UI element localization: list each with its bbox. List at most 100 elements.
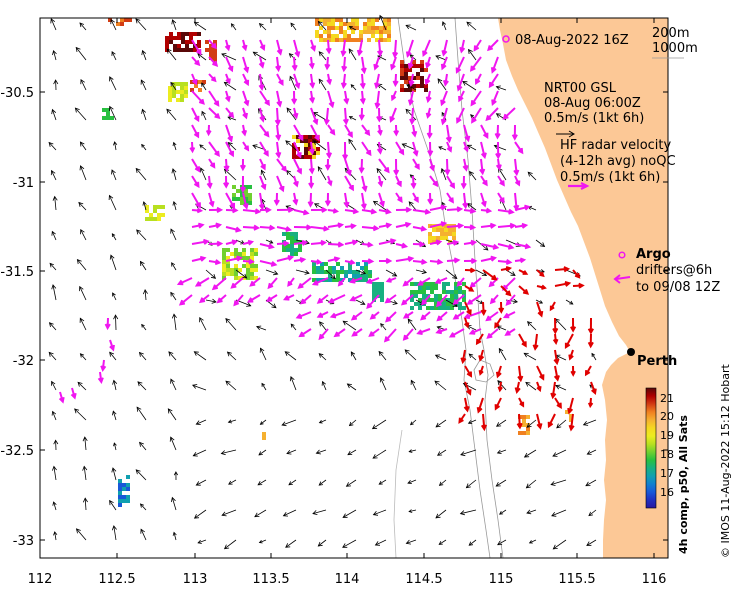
sst-pixel xyxy=(371,34,375,38)
sst-pixel xyxy=(205,48,209,52)
sst-pixel xyxy=(324,270,328,274)
current-arrow xyxy=(313,140,327,151)
current-arrow xyxy=(137,381,147,391)
sst-pixel xyxy=(300,139,304,143)
argo-track-arrow xyxy=(516,413,523,430)
sst-pixel xyxy=(339,38,343,42)
hf-arrow xyxy=(276,158,287,173)
sst-pixel xyxy=(462,298,466,302)
sst-pixel xyxy=(442,298,446,302)
current-arrow xyxy=(110,18,117,31)
current-arrow xyxy=(109,254,117,271)
hf-arrow xyxy=(208,141,220,157)
hf-arrow xyxy=(276,226,293,233)
sst-pixel xyxy=(304,151,308,155)
current-arrow xyxy=(52,195,58,211)
sst-pixel xyxy=(371,18,375,22)
sst-pixel xyxy=(236,189,240,193)
argo-track-arrow xyxy=(554,266,571,273)
sst-pixel xyxy=(328,270,332,274)
sst-pixel xyxy=(308,143,312,147)
current-arrow xyxy=(325,269,336,280)
sst-pixel xyxy=(347,38,351,42)
current-arrow xyxy=(348,48,357,61)
sst-pixel xyxy=(414,290,418,294)
current-arrow xyxy=(259,419,267,425)
sst-pixel xyxy=(165,36,169,40)
current-arrow xyxy=(109,351,117,361)
sst-pixel xyxy=(244,189,248,193)
sst-pixel xyxy=(327,18,331,22)
current-arrow xyxy=(173,471,179,481)
hf-arrow xyxy=(208,259,222,266)
sst-pixel xyxy=(209,44,213,48)
sst-pixel xyxy=(383,18,387,22)
hf-arrow xyxy=(189,141,196,154)
sst-pixel xyxy=(232,193,236,197)
sst-pixel xyxy=(238,252,242,256)
argo-track-arrow xyxy=(552,333,559,345)
drifter-arrow xyxy=(109,339,115,352)
hf-arrow xyxy=(412,158,420,171)
sst-pixel xyxy=(145,209,149,213)
hf-arrow xyxy=(225,73,231,85)
current-arrow xyxy=(315,449,327,455)
sst-pixel xyxy=(169,40,173,44)
sst-pixel xyxy=(380,290,384,294)
argo-track-arrow xyxy=(518,397,525,408)
current-arrow xyxy=(405,539,417,545)
current-arrow xyxy=(170,291,177,301)
sst-pixel xyxy=(522,423,526,427)
hf-arrow xyxy=(208,240,224,247)
hf-arrow xyxy=(392,73,399,88)
hf-arrow xyxy=(494,124,501,140)
sst-pixel xyxy=(145,217,149,221)
current-arrow xyxy=(169,436,177,451)
hf-arrow xyxy=(242,224,261,231)
hf-arrow xyxy=(463,257,478,264)
current-arrow xyxy=(205,298,217,304)
current-arrow xyxy=(171,496,177,511)
current-arrow xyxy=(525,381,537,391)
x-tick-label: 114.5 xyxy=(405,572,442,587)
hf-arrow xyxy=(241,39,248,52)
drifter-arrow xyxy=(104,317,111,331)
current-arrow xyxy=(230,23,237,31)
hf-arrow xyxy=(276,240,290,247)
hf-arrow xyxy=(379,257,393,264)
hf-arrow xyxy=(223,158,230,172)
argo-track-arrow xyxy=(590,381,597,396)
hf-arrow xyxy=(514,204,531,211)
sst-pixel xyxy=(458,290,462,294)
sst-pixel xyxy=(343,22,347,26)
argo-track-arrow xyxy=(572,269,581,279)
hf-arrow xyxy=(378,192,385,208)
sst-pixel xyxy=(197,44,201,48)
hf-arrow xyxy=(424,73,431,86)
current-arrow xyxy=(171,262,177,271)
sst-pixel xyxy=(387,38,391,42)
current-vector-arrows xyxy=(48,14,597,550)
hf-radar-arrows xyxy=(58,39,532,404)
hf-arrow xyxy=(344,208,360,215)
hf-arrow xyxy=(191,158,201,173)
hf-arrow xyxy=(360,192,367,210)
hf-arrow xyxy=(366,294,380,310)
current-arrow xyxy=(401,143,417,151)
sst-pixel xyxy=(327,30,331,34)
current-arrow xyxy=(347,449,357,456)
hf-arrow xyxy=(497,192,505,204)
sst-pixel xyxy=(446,306,450,310)
sst-pixel xyxy=(432,236,436,240)
sst-pixel xyxy=(177,48,181,52)
current-arrow xyxy=(252,51,267,61)
x-tick-label: 112 xyxy=(28,572,53,587)
sst-pixel xyxy=(328,274,332,278)
nrt-legend-line: NRT00 GSL xyxy=(544,81,617,96)
hf-arrow xyxy=(480,175,488,187)
hf-arrow xyxy=(225,107,235,119)
sst-pixel xyxy=(246,256,250,260)
hf-arrow xyxy=(216,294,227,304)
current-arrow xyxy=(498,347,507,361)
sst-pixel xyxy=(414,294,418,298)
